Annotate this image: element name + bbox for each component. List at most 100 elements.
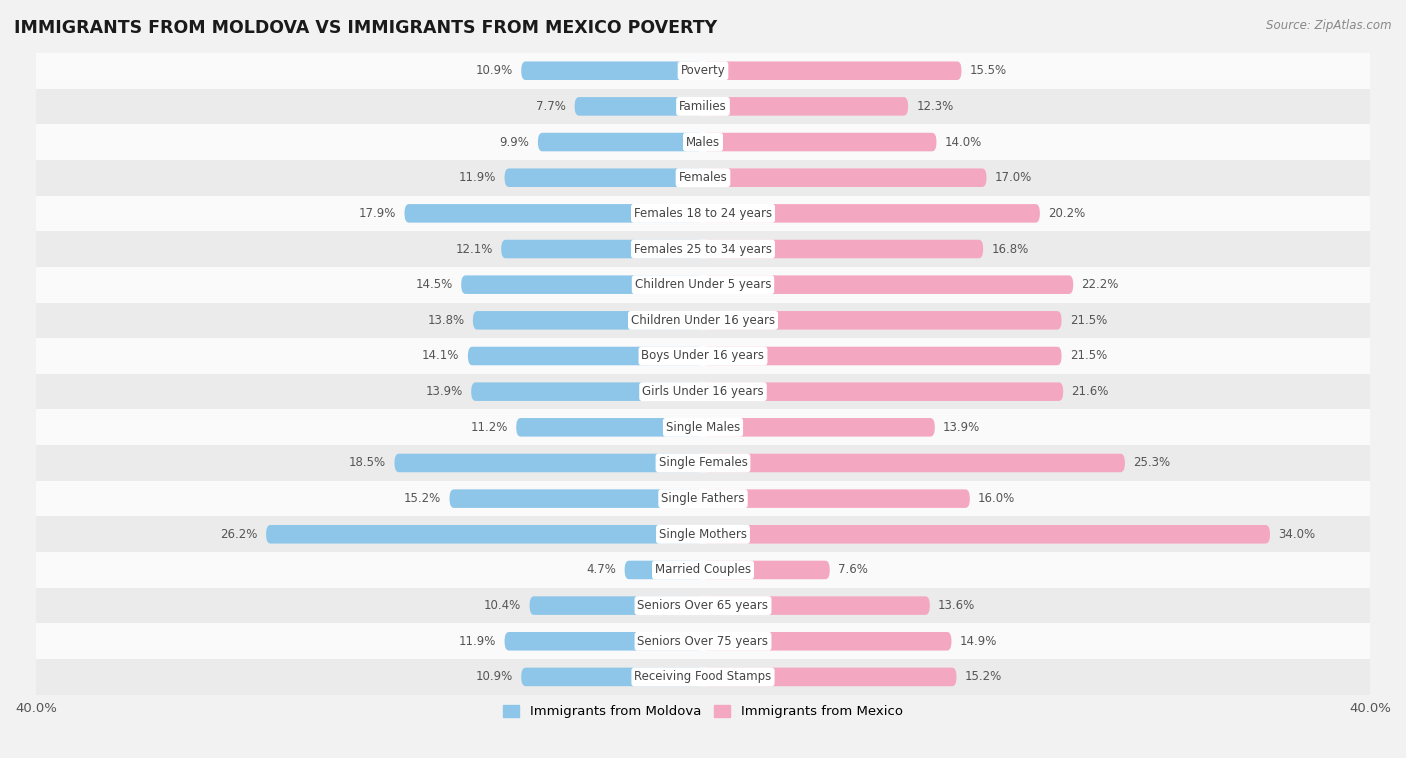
Text: Girls Under 16 years: Girls Under 16 years (643, 385, 763, 398)
Bar (37, 516, 1369, 552)
Text: 21.5%: 21.5% (1070, 314, 1107, 327)
Text: 12.3%: 12.3% (917, 100, 953, 113)
Text: Single Males: Single Males (666, 421, 740, 434)
FancyBboxPatch shape (505, 168, 703, 187)
Text: 13.9%: 13.9% (426, 385, 463, 398)
Bar (37, 196, 1369, 231)
Text: Single Mothers: Single Mothers (659, 528, 747, 540)
Text: 13.8%: 13.8% (427, 314, 464, 327)
Text: Children Under 5 years: Children Under 5 years (634, 278, 772, 291)
Text: Married Couples: Married Couples (655, 563, 751, 576)
FancyBboxPatch shape (522, 668, 703, 686)
Text: IMMIGRANTS FROM MOLDOVA VS IMMIGRANTS FROM MEXICO POVERTY: IMMIGRANTS FROM MOLDOVA VS IMMIGRANTS FR… (14, 19, 717, 37)
Text: 13.9%: 13.9% (943, 421, 980, 434)
FancyBboxPatch shape (575, 97, 703, 116)
Bar (37, 338, 1369, 374)
FancyBboxPatch shape (703, 668, 956, 686)
FancyBboxPatch shape (516, 418, 703, 437)
FancyBboxPatch shape (461, 275, 703, 294)
FancyBboxPatch shape (472, 311, 703, 330)
Text: Females 18 to 24 years: Females 18 to 24 years (634, 207, 772, 220)
Text: 17.0%: 17.0% (995, 171, 1032, 184)
Text: 4.7%: 4.7% (586, 563, 616, 576)
Bar (37, 302, 1369, 338)
Text: 14.1%: 14.1% (422, 349, 460, 362)
FancyBboxPatch shape (703, 454, 1125, 472)
FancyBboxPatch shape (530, 597, 703, 615)
Text: 17.9%: 17.9% (359, 207, 396, 220)
Text: Females: Females (679, 171, 727, 184)
Text: Children Under 16 years: Children Under 16 years (631, 314, 775, 327)
FancyBboxPatch shape (703, 525, 1270, 543)
FancyBboxPatch shape (703, 275, 1073, 294)
FancyBboxPatch shape (266, 525, 703, 543)
Text: 21.5%: 21.5% (1070, 349, 1107, 362)
Text: 13.6%: 13.6% (938, 599, 976, 612)
Bar (37, 552, 1369, 587)
Text: 11.9%: 11.9% (458, 634, 496, 648)
FancyBboxPatch shape (703, 61, 962, 80)
Text: 20.2%: 20.2% (1049, 207, 1085, 220)
Bar (37, 124, 1369, 160)
Bar (37, 623, 1369, 659)
Text: Families: Families (679, 100, 727, 113)
Text: 15.2%: 15.2% (965, 670, 1002, 684)
Text: 16.0%: 16.0% (979, 492, 1015, 505)
Bar (37, 231, 1369, 267)
FancyBboxPatch shape (703, 133, 936, 152)
FancyBboxPatch shape (703, 382, 1063, 401)
Bar (37, 374, 1369, 409)
Text: Poverty: Poverty (681, 64, 725, 77)
Bar (37, 53, 1369, 89)
Bar (37, 481, 1369, 516)
Text: 10.9%: 10.9% (475, 670, 513, 684)
FancyBboxPatch shape (703, 97, 908, 116)
FancyBboxPatch shape (471, 382, 703, 401)
Text: 15.2%: 15.2% (404, 492, 441, 505)
FancyBboxPatch shape (505, 632, 703, 650)
Text: 14.0%: 14.0% (945, 136, 981, 149)
FancyBboxPatch shape (703, 168, 987, 187)
Bar (37, 89, 1369, 124)
FancyBboxPatch shape (501, 240, 703, 258)
Text: 15.5%: 15.5% (970, 64, 1007, 77)
Text: 7.7%: 7.7% (536, 100, 567, 113)
Text: Single Fathers: Single Fathers (661, 492, 745, 505)
Text: 16.8%: 16.8% (991, 243, 1029, 255)
Text: 18.5%: 18.5% (349, 456, 387, 469)
Text: 25.3%: 25.3% (1133, 456, 1170, 469)
FancyBboxPatch shape (703, 597, 929, 615)
FancyBboxPatch shape (468, 346, 703, 365)
FancyBboxPatch shape (703, 490, 970, 508)
Text: Boys Under 16 years: Boys Under 16 years (641, 349, 765, 362)
Text: Source: ZipAtlas.com: Source: ZipAtlas.com (1267, 19, 1392, 32)
Text: 12.1%: 12.1% (456, 243, 494, 255)
Text: 9.9%: 9.9% (499, 136, 530, 149)
Text: Single Females: Single Females (658, 456, 748, 469)
Bar (37, 409, 1369, 445)
Text: Receiving Food Stamps: Receiving Food Stamps (634, 670, 772, 684)
FancyBboxPatch shape (450, 490, 703, 508)
Text: Seniors Over 75 years: Seniors Over 75 years (637, 634, 769, 648)
Text: 34.0%: 34.0% (1278, 528, 1316, 540)
FancyBboxPatch shape (522, 61, 703, 80)
Text: 10.4%: 10.4% (484, 599, 522, 612)
Legend: Immigrants from Moldova, Immigrants from Mexico: Immigrants from Moldova, Immigrants from… (498, 700, 908, 723)
Text: Females 25 to 34 years: Females 25 to 34 years (634, 243, 772, 255)
Text: 7.6%: 7.6% (838, 563, 868, 576)
FancyBboxPatch shape (703, 632, 952, 650)
FancyBboxPatch shape (703, 418, 935, 437)
FancyBboxPatch shape (538, 133, 703, 152)
FancyBboxPatch shape (405, 204, 703, 223)
Bar (37, 587, 1369, 623)
Text: 14.9%: 14.9% (960, 634, 997, 648)
Bar (37, 659, 1369, 695)
FancyBboxPatch shape (703, 240, 983, 258)
Bar (37, 160, 1369, 196)
Bar (37, 267, 1369, 302)
Text: 26.2%: 26.2% (221, 528, 257, 540)
Text: 21.6%: 21.6% (1071, 385, 1109, 398)
FancyBboxPatch shape (703, 346, 1062, 365)
Text: Seniors Over 65 years: Seniors Over 65 years (637, 599, 769, 612)
FancyBboxPatch shape (703, 204, 1040, 223)
